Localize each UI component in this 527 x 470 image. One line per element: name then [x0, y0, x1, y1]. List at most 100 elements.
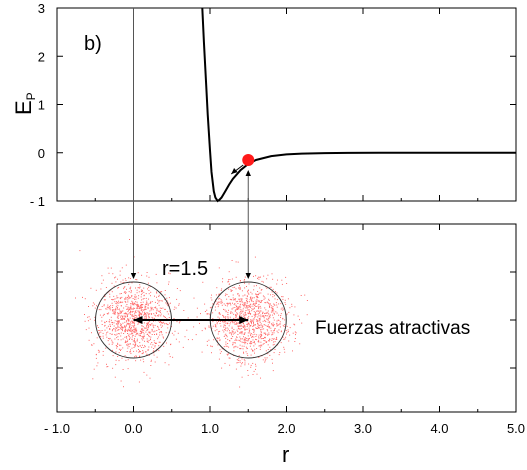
cloud-dot [121, 296, 123, 298]
cloud-dot [245, 307, 247, 309]
cloud-dot [258, 304, 260, 305]
cloud-dot [237, 309, 239, 310]
cloud-dot [88, 327, 90, 329]
ball-motion-arrow [230, 164, 244, 175]
y-tick-label: - 1 [30, 194, 45, 209]
cloud-dot [236, 336, 237, 338]
cloud-dot [125, 359, 127, 361]
cloud-dot [126, 314, 128, 316]
cloud-dot [272, 278, 274, 280]
cloud-dot [102, 351, 104, 352]
cloud-dot [129, 288, 131, 290]
cloud-dot [234, 332, 236, 334]
cloud-dot [162, 307, 164, 309]
cloud-dot [243, 306, 245, 308]
cloud-dot [112, 310, 114, 312]
cloud-dot [227, 303, 229, 304]
cloud-dot [271, 332, 273, 334]
cloud-dot [219, 323, 221, 324]
cloud-dot [239, 360, 241, 362]
cloud-dot [249, 345, 251, 347]
cloud-dot [115, 330, 117, 332]
cloud-dot [230, 290, 232, 292]
cloud-dot [146, 314, 148, 316]
cloud-dot [250, 296, 252, 298]
cloud-dot [184, 336, 186, 338]
cloud-dot [271, 323, 272, 325]
cloud-dot [260, 335, 262, 337]
cloud-dot [116, 337, 118, 339]
cloud-dot [173, 318, 175, 319]
cloud-dot [227, 316, 229, 318]
cloud-dot [233, 346, 235, 348]
cloud-dot [242, 342, 244, 343]
cloud-dot [105, 347, 107, 349]
cloud-dot [154, 301, 156, 303]
cloud-dot [233, 313, 235, 315]
cloud-dot [259, 312, 261, 314]
cloud-dot [222, 281, 223, 283]
cloud-dot [236, 329, 238, 331]
cloud-dot [164, 290, 166, 291]
cloud-dot [117, 287, 119, 289]
cloud-dot [121, 318, 123, 320]
cloud-dot [150, 302, 152, 304]
cloud-dot [225, 328, 227, 330]
cloud-dot [159, 307, 161, 309]
cloud-dot [139, 335, 141, 337]
cloud-dot [99, 330, 101, 332]
x-tick-label: 0.0 [124, 421, 142, 436]
cloud-dot [108, 306, 110, 308]
cloud-dot [131, 330, 133, 331]
cloud-dot [140, 291, 142, 292]
cloud-dot [148, 325, 150, 327]
cloud-dot [267, 274, 269, 276]
cloud-dot [266, 318, 268, 320]
cloud-dot [94, 303, 95, 305]
cloud-dot [216, 329, 218, 331]
cloud-dot [220, 299, 222, 301]
cloud-dot [248, 305, 250, 306]
cloud-dot [91, 344, 93, 346]
cloud-dot [242, 322, 244, 324]
cloud-dot [224, 326, 226, 328]
cloud-dot [112, 305, 114, 307]
cloud-dot [95, 289, 97, 291]
cloud-dot [140, 296, 142, 298]
cloud-dot [253, 370, 255, 372]
cloud-dot [168, 272, 170, 274]
cloud-dot [129, 326, 130, 328]
cloud-dot [229, 340, 231, 341]
cloud-dot [245, 338, 247, 340]
cloud-dot [263, 332, 265, 334]
cloud-dot [135, 279, 137, 280]
cloud-dot [263, 275, 265, 277]
cloud-dot [264, 302, 266, 304]
cloud-dot [146, 338, 148, 340]
cloud-dot [139, 350, 140, 352]
cloud-dot [130, 286, 132, 288]
cloud-dot [237, 313, 238, 315]
cloud-dot [134, 307, 136, 309]
cloud-dot [117, 329, 119, 331]
cloud-dot [260, 377, 261, 379]
cloud-dot [252, 349, 253, 351]
cloud-dot [133, 318, 135, 320]
cloud-dot [249, 321, 251, 323]
cloud-dot [127, 311, 129, 313]
cloud-dot [137, 322, 139, 324]
cloud-dot [223, 316, 225, 318]
cloud-dot [243, 336, 244, 338]
cloud-dot [218, 337, 220, 339]
cloud-dot [249, 310, 251, 312]
cloud-dot [150, 365, 152, 366]
cloud-dot [216, 322, 218, 324]
cloud-dot [134, 339, 135, 341]
cloud-dot [158, 350, 160, 352]
cloud-dot [127, 368, 129, 370]
cloud-dot [158, 345, 160, 347]
cloud-dot [102, 315, 104, 317]
cloud-dot [289, 307, 291, 309]
cloud-dot [143, 287, 145, 289]
cloud-dot [119, 323, 121, 325]
